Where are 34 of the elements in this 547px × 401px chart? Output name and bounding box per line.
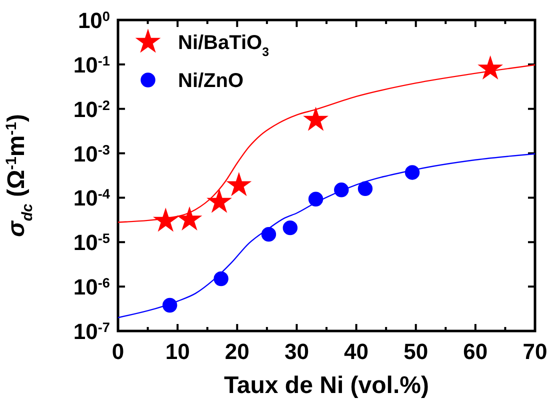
x-tick-label: 10 [165, 339, 190, 364]
point [334, 182, 349, 198]
point [478, 55, 504, 80]
x-axis-title: Taux de Ni (vol.%) [224, 372, 429, 399]
y-tick-label: 10$^{-1}$ [73, 52, 110, 78]
point [214, 271, 228, 286]
y-tick-label: 10$^{-2}$ [73, 96, 110, 122]
x-tick-label: 0 [112, 339, 124, 364]
x-tick-label: 40 [344, 339, 369, 364]
y-tick-label: 10$^{-3}$ [73, 141, 110, 166]
y-tick-label: 10$^{-4}$ [73, 186, 110, 211]
x-tick-label: 20 [224, 339, 250, 364]
x-tick-label: 70 [522, 339, 547, 364]
x-tick-label: 60 [463, 339, 488, 364]
point [308, 192, 324, 206]
y-tick-label: 10$^{-5}$ [73, 230, 110, 256]
point [206, 188, 232, 213]
point [162, 298, 178, 313]
x-tick-label: 50 [404, 339, 428, 364]
point [152, 208, 178, 232]
y-tick-label: 10$^{-6}$ [73, 274, 110, 300]
point [404, 165, 420, 180]
point [176, 206, 202, 230]
line-series [117, 153, 536, 318]
x-tick-label: 30 [284, 339, 309, 364]
point [226, 172, 252, 196]
point [261, 226, 276, 242]
y-tick-label: 10$^{-7}$ [73, 319, 110, 344]
y-tick-label: 10$^{0}$ [78, 8, 110, 33]
legend-label: Ni/ZnO [178, 70, 244, 92]
point [282, 220, 298, 236]
point [358, 181, 373, 196]
point [303, 106, 328, 131]
legend-label: Ni/BaTiO$_{3}$ [178, 32, 270, 59]
